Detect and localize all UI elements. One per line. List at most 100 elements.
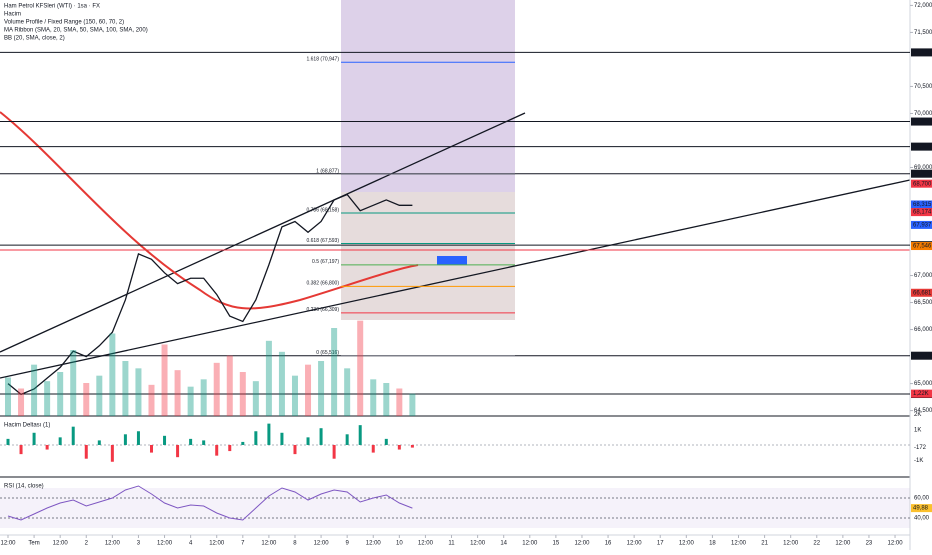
x-tick-label: 9 <box>345 541 349 547</box>
y-tick-label: 70,500 <box>914 84 932 90</box>
delta-label: -172 <box>914 445 927 451</box>
position-marker[interactable] <box>437 256 467 265</box>
price-label-bg <box>911 179 932 188</box>
volume-bar <box>213 362 220 416</box>
volume-bar <box>70 350 77 416</box>
level-label: 71,130 <box>913 50 932 56</box>
series-line <box>7 193 413 396</box>
price-label: 67,937 <box>913 222 932 228</box>
x-tick-label: 12:00 <box>835 541 851 547</box>
delta-bar <box>384 438 388 445</box>
y-tick-label: 60,00 <box>914 496 930 502</box>
volume-bar <box>135 368 142 416</box>
delta-bar <box>189 438 193 445</box>
level-label-bg <box>911 48 932 57</box>
rsi-label-bg <box>911 504 932 513</box>
price-label: 66,681 <box>913 290 932 296</box>
indicator: Volume Profile / Fixed Range (150, 60, 7… <box>4 20 124 26</box>
price-label-bg <box>911 242 932 251</box>
level-label-bg <box>911 351 932 360</box>
x-tick-label: 12:00 <box>627 541 643 547</box>
volume-bar <box>344 368 351 416</box>
level-label-bg <box>911 117 932 126</box>
volume-bar <box>161 344 168 416</box>
fib-label: 0.382 (66,800) <box>306 281 339 287</box>
delta-bar <box>32 432 36 445</box>
volume-bar <box>122 361 129 416</box>
x-tick-label: 7 <box>241 541 245 547</box>
volume-bar <box>83 383 90 416</box>
delta-bar <box>358 425 362 445</box>
delta-bar <box>84 444 88 459</box>
delta-bar <box>241 441 245 445</box>
volume-bar <box>239 372 246 416</box>
price-label-bg <box>911 200 932 209</box>
y-tick-label: -1K <box>914 458 923 464</box>
delta-bar <box>176 444 180 458</box>
volume-bar <box>18 388 25 416</box>
ma-200 <box>0 111 419 310</box>
y-tick-label: 66,000 <box>914 327 932 333</box>
volume-bar <box>57 372 64 416</box>
delta-bar <box>410 444 414 448</box>
trend-line <box>0 179 911 379</box>
x-tick-label: 12:00 <box>574 541 590 547</box>
trend-line <box>0 112 526 353</box>
y-tick-label: 66,500 <box>914 300 932 306</box>
delta-bar <box>136 431 140 445</box>
risk-zone <box>341 0 515 320</box>
delta-bar <box>58 437 62 445</box>
x-tick-label: 12:00 <box>731 541 747 547</box>
rsi-label: 49,88 <box>913 506 929 512</box>
price-label-bg <box>911 208 932 217</box>
y-tick-label: 69,000 <box>914 165 932 171</box>
x-tick-label: 4 <box>189 541 193 547</box>
y-tick-label: 67,000 <box>914 273 932 279</box>
y-tick-label: 65,000 <box>914 381 932 387</box>
fib-label: 1.618 (70,947) <box>306 57 339 63</box>
indicator: BB (20, SMA, close, 2) <box>4 36 65 42</box>
volume-bar <box>278 351 285 416</box>
delta-bar <box>267 423 271 445</box>
delta-bar <box>71 426 75 445</box>
x-tick-label: 8 <box>293 541 297 547</box>
volume-bar <box>383 383 390 416</box>
volume-bar <box>357 320 364 416</box>
price-label-bg <box>911 220 932 229</box>
level-label: 68,885 <box>913 171 932 177</box>
volume-bar <box>109 333 116 416</box>
y-tick-label: 40,00 <box>914 516 930 522</box>
x-tick-label: 18 <box>709 541 716 547</box>
volume-bar <box>265 340 272 416</box>
y-tick-label: 1K <box>914 427 921 433</box>
x-tick-label: 12:00 <box>783 541 799 547</box>
delta-bar <box>97 440 101 445</box>
x-tick-label: 10 <box>396 541 403 547</box>
y-tick-label: 2K <box>914 412 921 418</box>
x-tick-label: 12:00 <box>470 541 486 547</box>
volume-bar <box>291 375 298 416</box>
x-tick-label: 16 <box>605 541 612 547</box>
x-tick-label: 12:00 <box>157 541 173 547</box>
indicator: Hacim <box>4 12 21 18</box>
target-zone <box>341 0 515 192</box>
x-tick-label: 12:00 <box>418 541 434 547</box>
fib-label: 0 (65,516) <box>316 350 339 356</box>
fib-label: 0.5 (67,197) <box>312 259 339 265</box>
x-tick-label: 12:00 <box>522 541 538 547</box>
x-tick-label: Tem <box>28 541 39 547</box>
x-tick-label: 12:00 <box>53 541 69 547</box>
x-tick-label: 22 <box>813 541 820 547</box>
y-tick-label: 70,000 <box>914 111 932 117</box>
delta-bar <box>319 428 323 445</box>
x-tick-label: 12:00 <box>888 541 904 547</box>
volume-bar <box>252 381 259 416</box>
symbol-title: Ham Petrol KFSleri (WTI) · 1sa · FX <box>4 4 100 10</box>
volume-label-bg <box>911 389 932 398</box>
x-tick-label: 15 <box>553 541 560 547</box>
delta-bar <box>110 444 114 462</box>
series-line <box>7 485 413 521</box>
volume-bar <box>96 375 103 416</box>
fib-label: 0.236 (66,309) <box>306 307 339 313</box>
